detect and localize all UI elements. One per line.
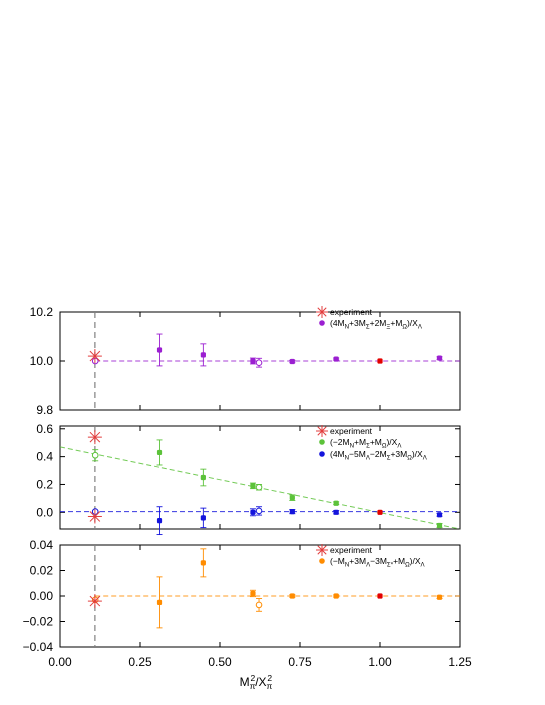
x-tick-label: 0.75	[288, 655, 312, 669]
point-purple	[156, 347, 163, 353]
x-tick-label: 0.25	[128, 655, 152, 669]
y-tick-label-middle: 0.6	[36, 422, 53, 436]
y-tick-label-bottom: −0.02	[23, 615, 54, 629]
experiment-marker	[87, 594, 102, 609]
legend-experiment-marker	[317, 426, 327, 436]
y-tick-label-bottom: 0.02	[30, 564, 54, 578]
point-purple	[200, 352, 206, 358]
point-green	[200, 474, 206, 481]
open-point-orange	[255, 601, 263, 609]
legends: experiment(4MN+3MΣ+2MΞ+MΩ)/XΛexperiment(…	[316, 306, 428, 569]
legend-experiment-marker	[317, 545, 327, 555]
point-orange	[436, 594, 443, 600]
legend-series-label: (4MN+3MΣ+2MΞ+MΩ)/XΛ	[330, 318, 423, 331]
y-tick-label-bottom: 0.04	[30, 538, 54, 552]
experiment-ray	[89, 350, 101, 362]
legend-experiment-label: experiment	[330, 545, 373, 555]
legend-experiment-label: experiment	[330, 307, 373, 317]
point-blue	[156, 518, 163, 524]
legend-bottom: experiment(−MN+3MΛ−3MΣ*+MΩ)/XΛ	[316, 544, 426, 569]
point-green	[333, 500, 339, 506]
point-blue	[333, 509, 339, 515]
point-green	[250, 483, 256, 489]
legend-marker-green	[319, 439, 325, 445]
point-orange	[289, 593, 295, 599]
x-tick-label: 0.50	[208, 655, 232, 669]
legend-experiment-label: experiment	[330, 426, 373, 436]
point-red	[377, 358, 383, 364]
legend-experiment-marker	[317, 307, 327, 317]
data-points	[87, 333, 443, 629]
y-tick-label-middle: 0.2	[36, 477, 53, 491]
point-green	[156, 449, 163, 456]
point-blue	[289, 509, 295, 515]
x-tick-label: 1.25	[448, 655, 472, 669]
legend-marker-purple	[319, 320, 325, 326]
open-point-green	[255, 483, 263, 491]
legend-middle: experiment(−2MN+MΣ+MΩ)/XΛ(4MN−5MΛ−2MΣ+3M…	[316, 425, 428, 462]
legend-marker-orange	[319, 558, 325, 564]
point-purple	[436, 355, 443, 361]
point-blue	[200, 515, 206, 521]
point-orange	[156, 599, 163, 605]
point-purple	[289, 358, 295, 365]
panel-frame-middle	[59, 425, 461, 530]
experiment-ray	[89, 431, 101, 443]
x-axis-label: Mπ2/Xπ2	[240, 673, 273, 691]
legend-series-label: (−MN+3MΛ−3MΣ*+MΩ)/XΛ	[330, 556, 426, 569]
point-green	[289, 495, 295, 501]
open-point-green	[91, 451, 99, 459]
y-tick-label-bottom: 0.00	[30, 589, 54, 603]
y-tick-label-bottom: −0.04	[23, 640, 54, 654]
point-red	[377, 509, 383, 515]
point-orange	[250, 590, 256, 597]
tick-labels: 9.8 10.0 10.2 0.0 0.2 0.4 0.6 −0.04 −0.02 0.00 0.0…	[23, 305, 472, 669]
point-red	[377, 593, 383, 599]
y-tick-label-top: 10.0	[30, 354, 54, 368]
experiment-ray	[89, 511, 101, 522]
point-purple	[250, 358, 256, 364]
x-tick-label: 0.00	[48, 655, 72, 669]
open-point-blue	[255, 507, 263, 515]
experiment-marker	[87, 430, 102, 445]
legend-series-label: (4MN−5MΛ−2MΣ+3MΩ)/XΛ	[330, 449, 428, 462]
legend-series-label: (−2MN+MΣ+MΩ)/XΛ	[330, 437, 402, 450]
y-tick-label-middle: 0.4	[36, 450, 53, 464]
legend-top: experiment(4MN+3MΣ+2MΞ+MΩ)/XΛ	[316, 306, 423, 331]
point-purple	[333, 356, 339, 362]
point-orange	[333, 593, 339, 599]
open-point-purple	[255, 359, 263, 367]
point-blue	[436, 512, 443, 518]
y-tick-label-top: 9.8	[36, 403, 53, 417]
point-orange	[200, 560, 206, 566]
point-blue	[250, 509, 256, 515]
experiment-ray	[89, 595, 101, 607]
y-tick-label-middle: 0.0	[36, 505, 53, 519]
experiment-marker	[87, 509, 102, 524]
legend-marker-blue	[319, 451, 325, 457]
experiment-marker	[87, 349, 102, 364]
y-tick-label-top: 10.2	[30, 305, 54, 319]
x-tick-label: 1.00	[368, 655, 392, 669]
point-green	[436, 522, 443, 529]
